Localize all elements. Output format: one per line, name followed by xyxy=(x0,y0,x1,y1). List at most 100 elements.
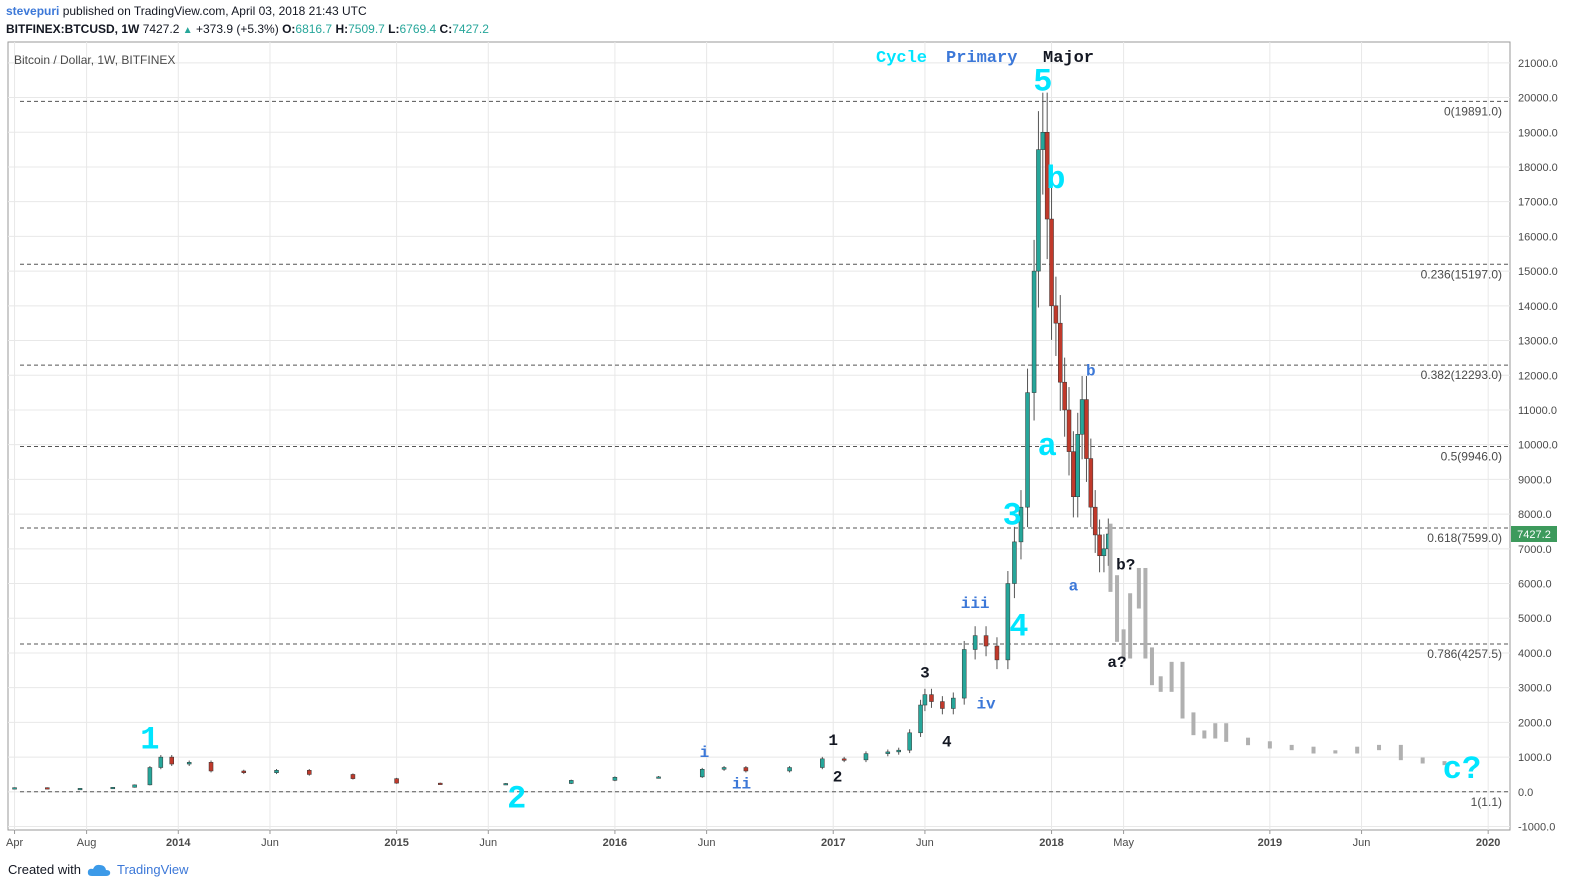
fib-label: 0.786(4257.5) xyxy=(1427,647,1502,661)
y-tick-label: -1000.0 xyxy=(1518,822,1555,834)
price-candle xyxy=(1071,451,1076,497)
price-candle xyxy=(186,762,192,765)
projection-bar xyxy=(1398,744,1403,761)
price-candle xyxy=(863,753,869,761)
x-tick-label: 2020 xyxy=(1476,837,1500,849)
wave-label: 4 xyxy=(942,734,952,752)
legend-major: Major xyxy=(1043,49,1094,68)
publisher-username[interactable]: stevepuri xyxy=(6,4,60,18)
wave-label: 4 xyxy=(1009,609,1028,646)
projection-bar xyxy=(1311,746,1316,754)
price-candle xyxy=(45,787,50,790)
low-label: L: xyxy=(388,22,400,36)
price-candle xyxy=(503,783,509,786)
price-candle xyxy=(922,694,928,706)
y-tick-label: 10000.0 xyxy=(1518,440,1558,452)
price-candle xyxy=(896,749,901,753)
projection-bar xyxy=(1191,712,1196,736)
price-candle xyxy=(77,788,83,791)
price-candle xyxy=(1040,132,1046,150)
fib-label: 0.236(15197.0) xyxy=(1421,267,1502,281)
wave-label: a xyxy=(1069,577,1079,595)
projection-bar xyxy=(1333,750,1338,754)
x-tick-label: Jun xyxy=(916,837,934,849)
price-candle xyxy=(1053,305,1059,324)
grid xyxy=(8,42,1510,830)
price-candle xyxy=(569,780,574,784)
price-candle xyxy=(940,701,945,709)
price-candle xyxy=(208,762,214,772)
projection-bar xyxy=(1224,723,1229,742)
y-tick-label: 0.0 xyxy=(1518,787,1533,799)
up-arrow-icon: ▲ xyxy=(182,25,193,36)
price-candle xyxy=(1062,381,1067,411)
price-chart[interactable]: 0(19891.0) 0.236(15197.0) 0.382(12293.0) 0.… xyxy=(0,40,1582,855)
price-candle xyxy=(1075,434,1080,497)
x-tick-label: 2015 xyxy=(384,837,408,849)
wave-label: 3 xyxy=(1003,498,1022,535)
footer: Created with TradingView xyxy=(8,862,189,877)
projection-bar xyxy=(1213,723,1218,739)
legend-cycle: Cycle xyxy=(876,49,927,68)
projection-bar xyxy=(1442,761,1447,766)
price-candle xyxy=(1097,534,1102,557)
symbol-name: BITFINEX:BTCUSD, 1W xyxy=(6,22,140,36)
tradingview-cloud-icon xyxy=(87,864,111,876)
close-value: 7427.2 xyxy=(452,22,489,36)
projection-bar xyxy=(1267,741,1272,749)
y-tick-label: 11000.0 xyxy=(1518,405,1557,417)
y-tick-label: 20000.0 xyxy=(1518,93,1558,105)
y-tick-label: 17000.0 xyxy=(1518,197,1558,209)
fib-label: 0(19891.0) xyxy=(1444,104,1502,118)
series xyxy=(12,92,1447,791)
price-candle xyxy=(907,732,912,751)
y-tick-label: 8000.0 xyxy=(1518,509,1552,521)
wave-label: 2 xyxy=(833,768,843,786)
price-candle xyxy=(394,778,399,784)
price-candle xyxy=(1049,218,1054,307)
x-tick-label: 2014 xyxy=(166,837,191,849)
y-tick-label: 7000.0 xyxy=(1518,544,1552,556)
projection-bar xyxy=(1115,575,1120,642)
plot-frame xyxy=(7,41,1511,831)
price-candle xyxy=(885,751,891,754)
x-tick-label: Jun xyxy=(1353,837,1371,849)
price-candle xyxy=(1005,583,1011,661)
high-label: H: xyxy=(335,22,349,36)
x-tick-label: Jun xyxy=(698,837,716,849)
projection-bar xyxy=(1108,523,1113,592)
price-candle xyxy=(12,787,17,790)
x-tick-label: 2016 xyxy=(603,837,627,849)
x-tick-label: 2019 xyxy=(1258,837,1282,849)
y-tick-label: 1000.0 xyxy=(1518,752,1552,764)
price-candle xyxy=(1079,399,1085,435)
tradingview-link[interactable]: TradingView xyxy=(116,862,189,877)
price-candle xyxy=(1044,132,1050,220)
y-tick-label: 15000.0 xyxy=(1518,266,1558,278)
y-tick-label: 2000.0 xyxy=(1518,717,1552,729)
price-candle xyxy=(1012,541,1017,584)
projection-bar xyxy=(1377,744,1382,751)
price-candle xyxy=(147,767,153,786)
wave-label: c? xyxy=(1443,751,1481,788)
projection-bar xyxy=(1149,647,1154,686)
price-candle xyxy=(438,782,443,785)
projection-bar xyxy=(1180,661,1185,719)
projection-bar xyxy=(1121,629,1126,659)
publisher-line: stevepuri published on TradingView.com, … xyxy=(6,4,367,18)
price-candle xyxy=(1092,506,1098,536)
projection-bar xyxy=(1289,744,1294,751)
y-tick-label: 18000.0 xyxy=(1518,162,1558,174)
wave-label: 3 xyxy=(920,664,930,682)
price-candle xyxy=(1058,322,1063,383)
price-candle xyxy=(1018,506,1024,543)
wave-label: i xyxy=(700,744,710,762)
projection-bar xyxy=(1246,737,1251,746)
price-candle xyxy=(918,704,923,734)
last-price-tag xyxy=(1511,525,1557,542)
open-label: O: xyxy=(282,22,296,36)
price-candle xyxy=(158,756,164,768)
price-candle xyxy=(110,787,116,790)
fib-label: 0.5(9946.0) xyxy=(1441,450,1502,464)
